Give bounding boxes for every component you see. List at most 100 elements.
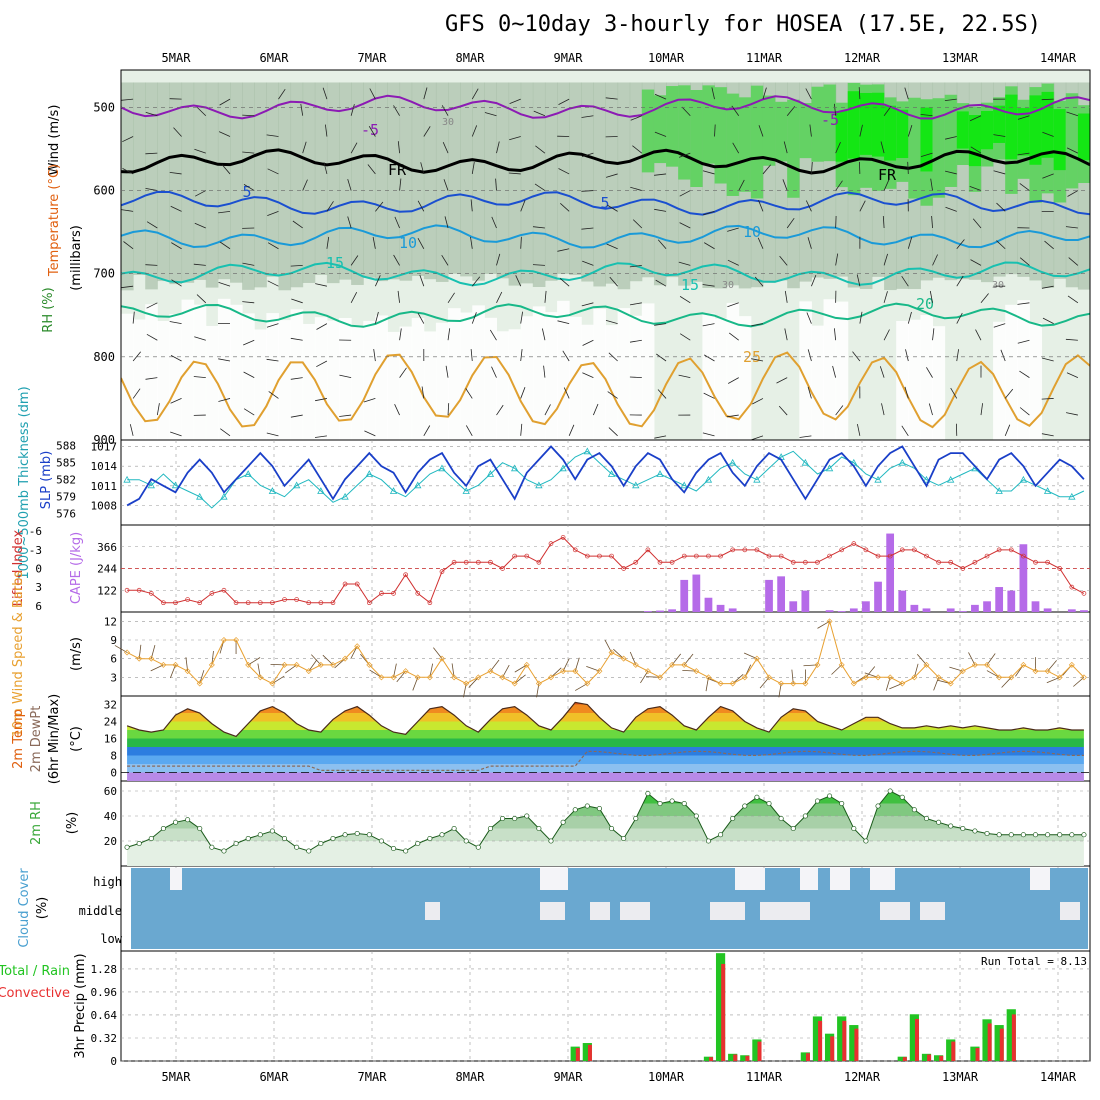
contour-FR <box>121 148 1090 175</box>
wind-barb <box>339 452 351 454</box>
wind-barb <box>374 275 381 287</box>
tick-cape: 122 <box>97 584 117 597</box>
rh-band <box>569 316 582 440</box>
wind-barb <box>326 236 330 249</box>
cloud-level-label: high <box>93 875 122 889</box>
li-point <box>657 559 663 565</box>
wind-barb <box>397 141 400 154</box>
axis-label-2m-rh: 2m RH <box>29 801 44 845</box>
thickness-point <box>268 487 277 494</box>
wind-barb <box>754 276 764 287</box>
wind-barb <box>243 339 255 346</box>
wind-barb <box>703 392 715 399</box>
rh-band <box>896 109 909 158</box>
wind-barb <box>515 275 522 287</box>
rh-band <box>363 82 376 278</box>
wind-barb <box>758 125 764 137</box>
wind-speed-point <box>814 661 821 668</box>
wind-barb <box>759 677 770 689</box>
rh-band <box>193 304 207 440</box>
thickness-point <box>171 481 180 489</box>
rh-band <box>157 82 170 282</box>
wind-barb <box>509 98 521 104</box>
wind-barb <box>122 136 134 143</box>
cape-bar <box>656 610 664 612</box>
rh-band <box>762 95 776 166</box>
wind-barb <box>535 145 546 154</box>
li-point <box>633 559 639 565</box>
wind-barb <box>1068 257 1079 266</box>
convective-bar <box>818 1020 823 1061</box>
li-point <box>548 541 554 546</box>
wind-barb <box>242 262 255 266</box>
wind-barb <box>678 152 691 158</box>
rh-band <box>932 98 946 198</box>
rh-band <box>714 87 728 184</box>
li-point <box>706 553 711 559</box>
cloud-clear-mid <box>540 902 565 920</box>
tick-rh: 20 <box>104 835 117 848</box>
wind-barb <box>1066 452 1078 455</box>
rh-band <box>726 302 740 440</box>
rh-band <box>460 82 473 277</box>
wind-barb <box>562 658 570 672</box>
wind-barb <box>956 312 963 324</box>
precip-bar <box>946 1039 956 1061</box>
rh-band <box>629 82 643 282</box>
wind-barb <box>369 88 376 100</box>
wind-barb <box>145 112 158 117</box>
wind-speed-point <box>947 680 954 687</box>
rh-band <box>932 326 946 440</box>
wind-speed-point <box>717 680 724 687</box>
wind-barb <box>423 126 431 137</box>
wind-barb <box>852 351 861 362</box>
rh-point <box>827 793 833 799</box>
rh-point <box>403 848 409 854</box>
wind-speed-line <box>126 619 1085 685</box>
contour-label: 30 <box>722 280 734 291</box>
wind-barb <box>883 329 890 341</box>
wind-barb <box>1027 441 1029 453</box>
rh-band <box>363 320 376 440</box>
thickness-point <box>1043 487 1052 494</box>
li-point <box>197 600 203 606</box>
wind-barb <box>266 134 279 137</box>
temp-band <box>127 738 1084 747</box>
li-point <box>209 591 215 596</box>
rh-point <box>1081 832 1087 838</box>
axis-label-wind10m: 10m Wind Speed & Barbs <box>11 571 26 738</box>
rh-point <box>705 838 712 844</box>
axis-label-slp: SLP (mb) <box>39 451 54 510</box>
rh-band <box>1017 108 1030 156</box>
precip-bar <box>800 1052 810 1061</box>
wind-barb <box>121 209 134 212</box>
wind-barb <box>559 277 570 287</box>
wind-speed-point <box>596 668 603 675</box>
wind-barb <box>302 179 308 191</box>
wind-barb <box>350 292 358 303</box>
wind-barb <box>945 170 957 175</box>
li-point <box>282 597 287 602</box>
wind-barb <box>901 275 909 287</box>
wind-speed-point <box>233 637 240 643</box>
wind-speed-point <box>172 661 179 668</box>
wind-barb <box>1041 398 1054 400</box>
rh-point <box>463 838 469 844</box>
rh-point <box>548 838 554 844</box>
wind-barb <box>654 173 667 176</box>
wind-speed-point <box>753 655 760 662</box>
rh-band <box>133 319 146 440</box>
wind-barb <box>368 125 376 137</box>
rh-band <box>460 312 473 440</box>
wind-barb <box>993 134 1006 137</box>
wind-speed-point <box>862 674 869 681</box>
tick-temp: 0 <box>110 767 117 780</box>
wind-barb <box>907 311 912 324</box>
wind-barb <box>347 178 352 191</box>
rh-band <box>1029 323 1043 440</box>
wind-barb <box>907 237 913 249</box>
wind-barb <box>194 452 205 455</box>
rh-point <box>899 794 905 800</box>
wind-barb <box>732 142 740 154</box>
cape-bar <box>1019 544 1028 612</box>
